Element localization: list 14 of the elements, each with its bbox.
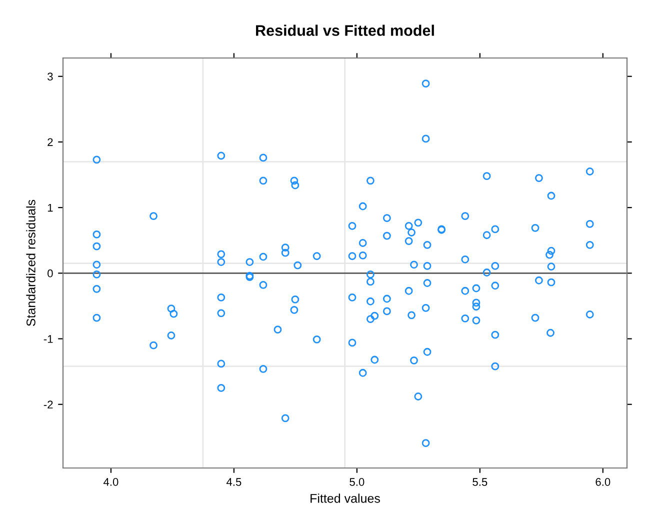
y-tick-label: 2	[48, 138, 53, 146]
x-axis-title: Fitted values	[310, 494, 380, 503]
x-tick-label: 4.5	[226, 478, 242, 486]
y-tick-label: 1	[48, 204, 53, 212]
y-tick-label: -2	[44, 400, 53, 408]
y-tick-label: 3	[48, 72, 53, 81]
y-tick-label: -1	[44, 335, 53, 343]
x-tick-label: 5.0	[350, 478, 364, 486]
x-tick-label: 5.5	[472, 478, 488, 486]
x-tick-label: 6.0	[596, 478, 610, 486]
y-tick-label: 0	[48, 269, 53, 278]
chart-title: Residual vs Fitted model	[256, 24, 434, 36]
x-tick-label: 4.0	[103, 478, 118, 486]
y-axis-title: Standardized residuals	[26, 200, 36, 326]
